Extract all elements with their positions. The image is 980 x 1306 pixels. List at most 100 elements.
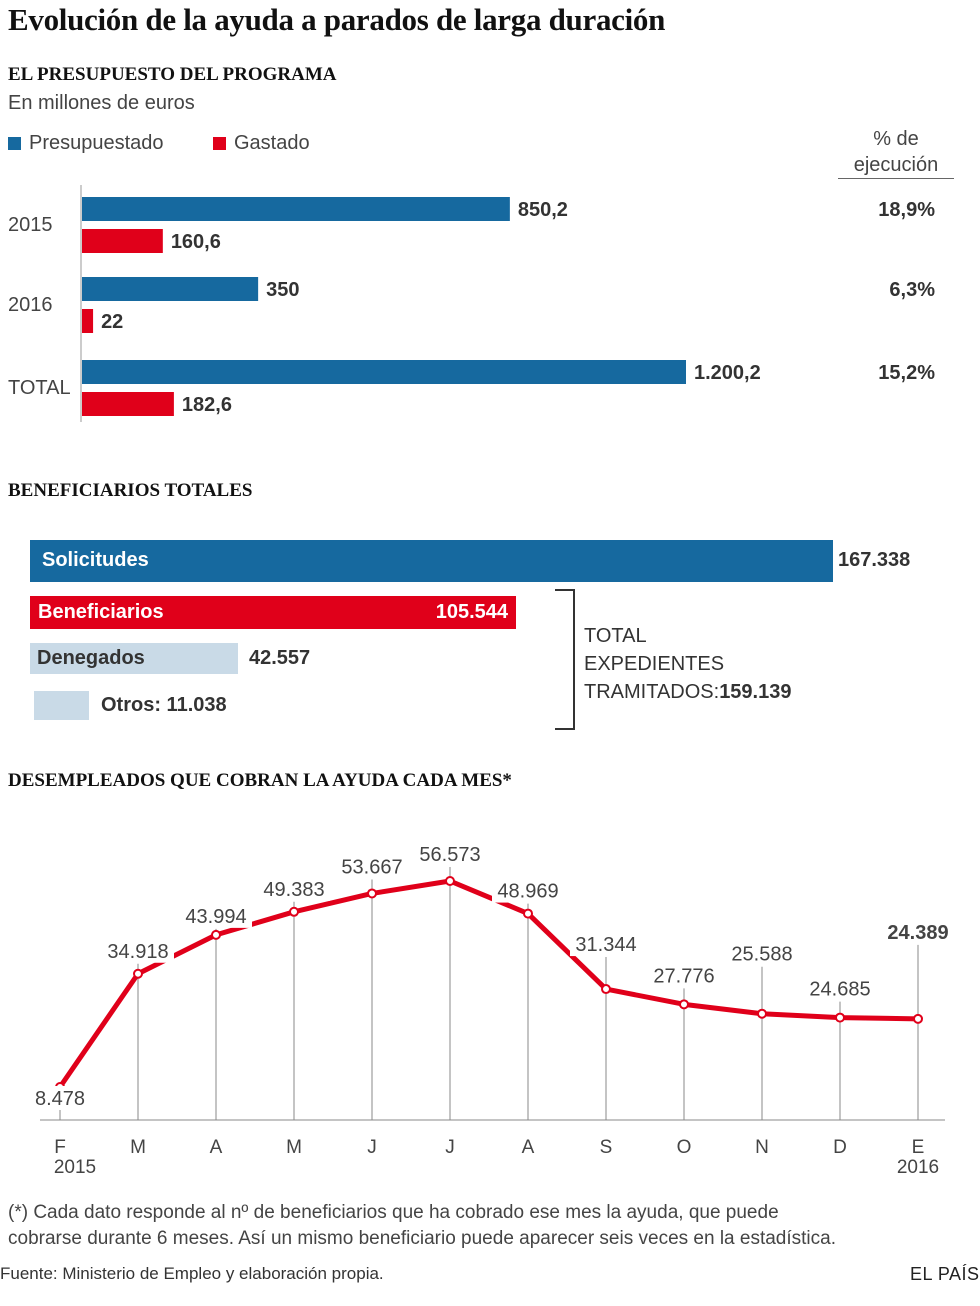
budget-category-label: 2015 [8, 214, 53, 236]
month-tick-label: J [445, 1137, 455, 1158]
budget-bar-value: 350 [266, 279, 299, 301]
month-tick-label: N [755, 1137, 769, 1158]
monthly-point [913, 1013, 923, 1024]
month-tick-label: A [210, 1137, 223, 1158]
legend-swatch-blue [8, 137, 21, 150]
monthly-value-label: 25.588 [731, 944, 792, 966]
monthly-point [289, 906, 299, 917]
beneficiaries-heading: BENEFICIARIOS TOTALES [8, 480, 253, 501]
beneficiarios-label: Beneficiarios [38, 601, 164, 623]
total-line-3-text: TRAMITADOS: [584, 681, 720, 703]
brand-logo: EL PAÍS [910, 1264, 980, 1284]
monthly-value-label: 24.389 [887, 922, 948, 944]
month-tick-label: A [522, 1137, 535, 1158]
monthly-label-bg [726, 941, 798, 966]
budget-bar-presupuestado [82, 197, 510, 221]
budget-bar-gastado [82, 229, 163, 253]
budget-heading: EL PRESUPUESTO DEL PROGRAMA [8, 64, 337, 85]
monthly-point [757, 1008, 767, 1019]
monthly-value-label: 34.918 [107, 941, 168, 963]
budget-bar-presupuestado [82, 360, 686, 384]
monthly-value-label: 48.969 [497, 881, 558, 903]
denegados-label: Denegados [37, 647, 145, 669]
legend-swatch-red [213, 137, 226, 150]
execution-percent: 6,3% [889, 279, 935, 301]
budget-category-label: TOTAL [8, 377, 71, 399]
legend-spent: Gastado [213, 132, 310, 155]
month-tick-label: M [130, 1137, 146, 1158]
otros-label: Otros: 11.038 [101, 694, 227, 716]
monthly-value-label: 8.478 [35, 1088, 85, 1110]
total-line-1: TOTAL [584, 625, 647, 647]
legend-spent-label: Gastado [234, 132, 310, 154]
exec-header: % de ejecución [838, 126, 954, 178]
budget-category-label: 2016 [8, 294, 53, 316]
monthly-label-bg [648, 963, 720, 988]
bar-solicitudes [30, 540, 833, 582]
monthly-series-line [57, 878, 919, 1089]
execution-percent: 15,2% [878, 362, 935, 384]
execution-percent: 18,9% [878, 199, 935, 221]
budget-chart: 2015 850,2 160,6 18,9% 2016 350 22 6,3% TOTAL 1.2… [8, 185, 935, 422]
monthly-value-label: 56.573 [419, 844, 480, 866]
source: Fuente: Ministerio de Empleo y elaboraci… [0, 1264, 384, 1283]
solicitudes-label: Solicitudes [42, 549, 149, 571]
exec-header-rule [838, 178, 954, 179]
budget-bar-value: 850,2 [518, 199, 568, 221]
budget-unit: En millones de euros [8, 92, 195, 114]
budget-bar-value: 22 [101, 311, 123, 333]
total-bracket [555, 589, 575, 730]
total-line-3: TRAMITADOS:159.139 [584, 678, 791, 706]
monthly-point [523, 908, 533, 919]
budget-bar-value: 160,6 [171, 231, 221, 253]
monthly-point [133, 968, 143, 979]
monthly-heading: DESEMPLEADOS QUE COBRAN LA AYUDA CADA ME… [8, 770, 512, 791]
footnote-line-1: (*) Cada dato responde al nº de benefici… [8, 1202, 779, 1223]
footnote-line-2: cobrarse durante 6 meses. Así un mismo b… [8, 1228, 836, 1249]
budget-bar-value: 1.200,2 [694, 362, 761, 384]
monthly-point [601, 984, 611, 995]
budget-bar-presupuestado [82, 277, 259, 301]
budget-bar-gastado [82, 392, 174, 416]
month-tick-label: D [833, 1137, 847, 1158]
monthly-label-bg [180, 903, 252, 928]
monthly-point [679, 999, 689, 1010]
monthly-value-label: 53.667 [341, 856, 402, 878]
exec-header-line-2: ejecución [853, 154, 939, 176]
solicitudes-value: 167.338 [838, 549, 911, 571]
monthly-value-label: 27.776 [653, 965, 714, 987]
monthly-point [835, 1012, 845, 1023]
monthly-label-bg [336, 854, 408, 879]
month-tick-label: S [600, 1137, 613, 1158]
monthly-label-bg [804, 976, 876, 1001]
monthly-point [367, 888, 377, 899]
monthly-value-label: 43.994 [185, 906, 246, 928]
monthly-value-label: 49.383 [263, 879, 324, 901]
legend-budgeted-label: Presupuestado [29, 132, 164, 154]
budget-bar-gastado [82, 309, 94, 333]
monthly-value-label: 24.685 [809, 979, 870, 1001]
year-label-last: 2016 [897, 1157, 939, 1178]
exec-header-line-1: % de [873, 128, 919, 150]
beneficiarios-value: 105.544 [435, 601, 508, 623]
legend-budgeted: Presupuestado [8, 132, 164, 155]
total-value: 159.139 [719, 681, 792, 703]
total-expedientes: TOTAL EXPEDIENTES TRAMITADOS:159.139 [584, 622, 791, 706]
monthly-label-bg [24, 1086, 96, 1110]
denegados-value: 42.557 [249, 647, 311, 669]
month-tick-label: O [677, 1137, 692, 1158]
page-title: Evolución de la ayuda a parados de larga… [8, 2, 666, 37]
month-tick-label: M [286, 1137, 302, 1158]
month-tick-label: F [54, 1137, 66, 1158]
year-label-first: 2015 [54, 1157, 96, 1178]
monthly-value-label: 31.344 [575, 934, 636, 956]
month-tick-label: J [367, 1137, 377, 1158]
budget-bar-value: 182,6 [182, 394, 232, 416]
monthly-label-bg [570, 932, 642, 957]
bar-otros [34, 691, 89, 720]
month-tick-label: E [912, 1137, 925, 1158]
monthly-label-bg [492, 878, 564, 903]
monthly-label-bg [258, 876, 330, 901]
monthly-point [211, 929, 221, 940]
monthly-label-bg [414, 842, 486, 866]
